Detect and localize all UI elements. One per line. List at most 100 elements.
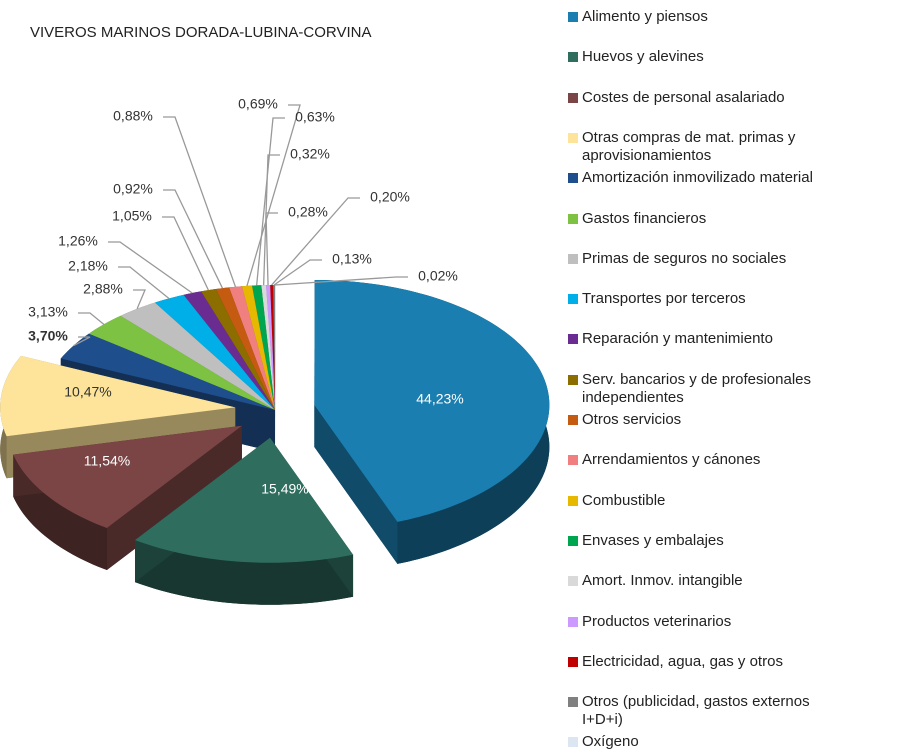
- legend-entry: Alimento y piensos: [568, 8, 898, 26]
- legend-entry: Combustible: [568, 492, 898, 510]
- legend-swatch: [568, 374, 578, 385]
- legend-entry: Amort. Inmov. intangible: [568, 572, 898, 590]
- leader-line: [73, 336, 91, 347]
- legend-label: Primas de seguros no sociales: [582, 249, 787, 267]
- legend-entry: Otros servicios: [568, 411, 898, 429]
- data-label: 1,05%: [112, 208, 152, 224]
- legend-label: Electricidad, agua, gas y otros: [582, 652, 783, 670]
- data-label: 0,28%: [288, 204, 328, 220]
- leader-line: [271, 197, 360, 286]
- legend-entry: Otras compras de mat. primas y aprovisio…: [568, 129, 898, 165]
- slice-side: [13, 454, 107, 571]
- slice: [200, 289, 275, 410]
- legend-label: Otros (publicidad, gastos externos I+D+i…: [582, 693, 810, 729]
- legend-swatch: [568, 616, 578, 627]
- legend-entry: Huevos y alevines: [568, 48, 898, 66]
- slice: [314, 279, 550, 522]
- slice: [241, 285, 275, 410]
- slice: [215, 287, 275, 410]
- data-label: 0,20%: [370, 189, 410, 205]
- data-label: 11,54%: [84, 453, 130, 469]
- leader-line: [133, 289, 146, 310]
- data-label: 0,69%: [238, 96, 278, 112]
- chart-title: VIVEROS MARINOS DORADA-LUBINA-CORVINA: [30, 24, 371, 41]
- legend-label: Otros servicios: [582, 411, 682, 428]
- legend-entry: Reparación y mantenimiento: [568, 330, 898, 348]
- pie-area: VIVEROS MARINOS DORADA-LUBINA-CORVINA 44…: [0, 24, 550, 605]
- legend-label: Transportes por terceros: [582, 290, 746, 308]
- data-label: 0,02%: [418, 268, 458, 284]
- legend-swatch: [568, 12, 578, 22]
- data-label: 10,47%: [64, 384, 111, 400]
- data-label: 0,13%: [332, 251, 372, 267]
- slice: [88, 315, 275, 410]
- legend-swatch: [568, 253, 578, 264]
- legend-label: Serv. bancarios y de profesionales indep…: [582, 370, 812, 406]
- legend-label: Amortización inmovilizado material: [582, 169, 813, 187]
- legend-swatch: [568, 415, 578, 425]
- data-label: 44,23%: [416, 391, 463, 407]
- legend-entry: Costes de personal asalariado: [568, 89, 898, 107]
- legend-swatch: [568, 697, 578, 708]
- data-label: 0,92%: [113, 181, 153, 197]
- legend-swatch: [568, 92, 578, 103]
- legend-entry: Serv. bancarios y de profesionales indep…: [568, 371, 898, 407]
- data-label: 1,26%: [58, 233, 98, 249]
- data-label: 3,70%: [28, 328, 68, 344]
- leader-line: [163, 116, 237, 287]
- legend-swatch: [568, 455, 578, 466]
- slice: [120, 302, 275, 410]
- legend-swatch: [568, 334, 578, 345]
- legend-label: Reparación y mantenimiento: [582, 330, 773, 348]
- legend-entry: Transportes por terceros: [568, 290, 898, 308]
- legend-swatch: [568, 576, 578, 587]
- data-label: 0,32%: [290, 146, 330, 162]
- legend-entry: Productos veterinarios: [568, 613, 898, 631]
- data-label: 2,88%: [83, 281, 123, 297]
- leader-line: [255, 117, 285, 286]
- slice: [60, 333, 276, 410]
- leader-line: [78, 312, 105, 325]
- slice: [229, 286, 275, 410]
- legend-swatch: [568, 132, 578, 143]
- legend-entry: Gastos financieros: [568, 210, 898, 228]
- legend-label: Envases y embalajes: [582, 531, 724, 549]
- data-label: 15,49%: [261, 481, 308, 497]
- leader-line: [265, 212, 278, 286]
- legend-swatch: [568, 495, 578, 506]
- leader-line: [275, 276, 408, 286]
- slice: [261, 285, 275, 410]
- slice: [252, 285, 275, 410]
- slice: [13, 425, 242, 529]
- legend-entry: Envases y embalajes: [568, 532, 898, 550]
- legend-label: Amort. Inmov. intangible: [582, 572, 743, 590]
- legend-entry: Electricidad, agua, gas y otros: [568, 653, 898, 671]
- slice: [273, 285, 275, 410]
- data-label: 3,13%: [28, 304, 68, 320]
- legend-label: Combustible: [582, 491, 666, 509]
- slice: [134, 437, 354, 563]
- leader-line: [246, 104, 301, 287]
- legend-entry: Primas de seguros no sociales: [568, 250, 898, 268]
- legend-swatch: [568, 535, 578, 546]
- legend-label: Costes de personal asalariado: [582, 88, 785, 106]
- legend-label: Alimento y piensos: [582, 8, 708, 25]
- legend-entry: Amortización inmovilizado material: [568, 169, 898, 187]
- leader-line: [162, 216, 209, 291]
- leader-line: [262, 154, 280, 286]
- slice: [265, 285, 275, 410]
- legend-entry: Otros (publicidad, gastos externos I+D+i…: [568, 693, 898, 729]
- data-label: 0,63%: [295, 109, 335, 125]
- legend-swatch: [568, 52, 578, 63]
- slice: [270, 285, 275, 410]
- slice: [154, 294, 275, 410]
- legend-label: Huevos y alevines: [582, 48, 704, 66]
- leader-line: [118, 266, 170, 299]
- legend-entry: Arrendamientos y cánones: [568, 451, 898, 469]
- legend-swatch: [568, 294, 578, 305]
- leader-line: [163, 189, 224, 289]
- data-label: 2,18%: [68, 258, 108, 274]
- legend-swatch: [568, 173, 578, 184]
- legend-label: Oxígeno: [582, 733, 639, 750]
